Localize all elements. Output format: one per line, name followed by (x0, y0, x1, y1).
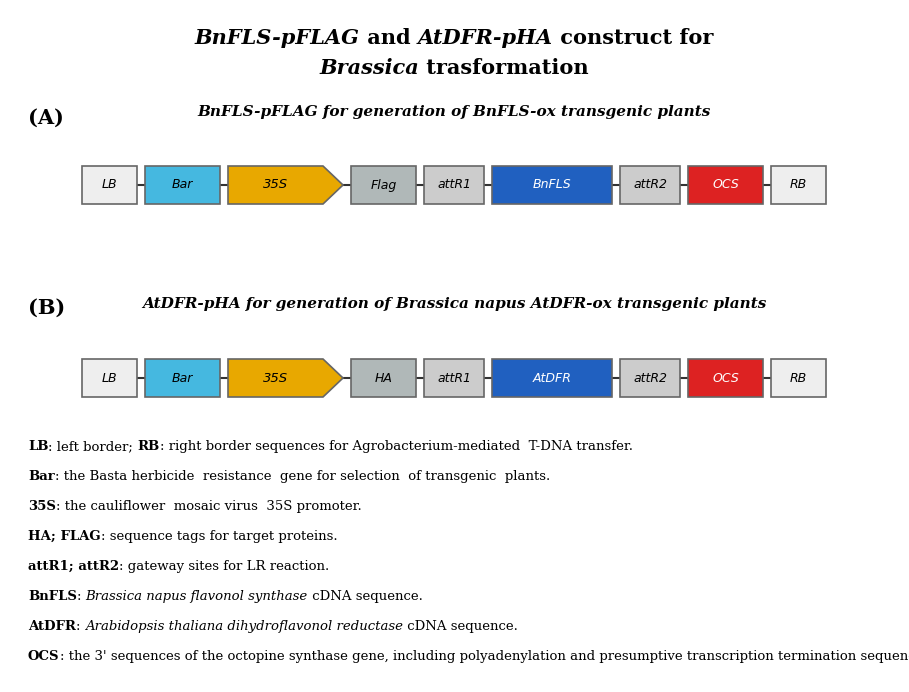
Text: HA; FLAG: HA; FLAG (28, 530, 101, 543)
Text: attR1: attR1 (437, 372, 471, 385)
Text: Brassica napus flavonol synthase: Brassica napus flavonol synthase (85, 590, 308, 603)
Text: RB: RB (137, 440, 160, 453)
Text: 35S: 35S (28, 500, 55, 513)
FancyBboxPatch shape (688, 359, 763, 397)
Text: BnFLS-pFLAG: BnFLS-pFLAG (195, 28, 360, 48)
Text: OCS: OCS (712, 179, 739, 192)
Text: BnFLS: BnFLS (28, 590, 77, 603)
FancyBboxPatch shape (351, 166, 416, 204)
Text: :: : (77, 590, 85, 603)
FancyBboxPatch shape (82, 359, 137, 397)
Text: BnFLS: BnFLS (533, 179, 572, 192)
Text: and: and (360, 28, 418, 48)
Text: Brassica: Brassica (319, 58, 419, 78)
FancyBboxPatch shape (424, 166, 484, 204)
Polygon shape (228, 359, 343, 397)
FancyBboxPatch shape (145, 166, 220, 204)
Text: 35S: 35S (263, 179, 288, 192)
Text: : gateway sites for LR reaction.: : gateway sites for LR reaction. (119, 560, 329, 573)
Text: cDNA sequence.: cDNA sequence. (403, 620, 517, 633)
Text: LB: LB (102, 372, 117, 385)
Text: LB: LB (102, 179, 117, 192)
Text: OCS: OCS (712, 372, 739, 385)
FancyBboxPatch shape (424, 359, 484, 397)
Text: AtDFR-pHA: AtDFR-pHA (418, 28, 553, 48)
Text: HA: HA (375, 372, 393, 385)
Text: : left border;: : left border; (48, 440, 137, 453)
FancyBboxPatch shape (145, 359, 220, 397)
Text: RB: RB (790, 179, 807, 192)
Text: Bar: Bar (172, 372, 194, 385)
Text: BnFLS-pFLAG for generation of BnFLS-ox transgenic plants: BnFLS-pFLAG for generation of BnFLS-ox t… (197, 105, 711, 119)
Text: (B): (B) (28, 298, 65, 318)
FancyBboxPatch shape (688, 166, 763, 204)
Text: : the Basta herbicide  resistance  gene for selection  of transgenic  plants.: : the Basta herbicide resistance gene fo… (55, 470, 550, 483)
Text: AtDFR: AtDFR (533, 372, 572, 385)
Text: attR2: attR2 (633, 372, 667, 385)
FancyBboxPatch shape (620, 166, 680, 204)
Text: construct for: construct for (553, 28, 714, 48)
Text: cDNA sequence.: cDNA sequence. (308, 590, 423, 603)
Polygon shape (228, 166, 343, 204)
Text: :: : (75, 620, 85, 633)
Text: 35S: 35S (263, 372, 288, 385)
Text: : the cauliflower  mosaic virus  35S promoter.: : the cauliflower mosaic virus 35S promo… (55, 500, 362, 513)
Text: attR1: attR1 (437, 179, 471, 192)
Text: Bar: Bar (28, 470, 55, 483)
FancyBboxPatch shape (492, 359, 612, 397)
FancyBboxPatch shape (351, 359, 416, 397)
Text: attR2: attR2 (633, 179, 667, 192)
Text: AtDFR-pHA for generation of Brassica napus AtDFR-ox transgenic plants: AtDFR-pHA for generation of Brassica nap… (142, 297, 766, 311)
FancyBboxPatch shape (771, 166, 826, 204)
Text: Arabidopsis thaliana dihydroflavonol reductase: Arabidopsis thaliana dihydroflavonol red… (85, 620, 403, 633)
Text: (A): (A) (28, 108, 64, 128)
Text: : sequence tags for target proteins.: : sequence tags for target proteins. (101, 530, 337, 543)
FancyBboxPatch shape (771, 359, 826, 397)
Text: : right border sequences for Agrobacterium-mediated  T-DNA transfer.: : right border sequences for Agrobacteri… (160, 440, 633, 453)
Text: AtDFR: AtDFR (28, 620, 75, 633)
Text: OCS: OCS (28, 650, 59, 663)
Text: LB: LB (28, 440, 48, 453)
Text: : the 3' sequences of the octopine synthase gene, including polyadenylation and : : the 3' sequences of the octopine synth… (59, 650, 909, 663)
Text: trasformation: trasformation (419, 58, 589, 78)
FancyBboxPatch shape (620, 359, 680, 397)
Text: Flag: Flag (370, 179, 396, 192)
FancyBboxPatch shape (82, 166, 137, 204)
Text: RB: RB (790, 372, 807, 385)
FancyBboxPatch shape (492, 166, 612, 204)
Text: attR1; attR2: attR1; attR2 (28, 560, 119, 573)
Text: Bar: Bar (172, 179, 194, 192)
